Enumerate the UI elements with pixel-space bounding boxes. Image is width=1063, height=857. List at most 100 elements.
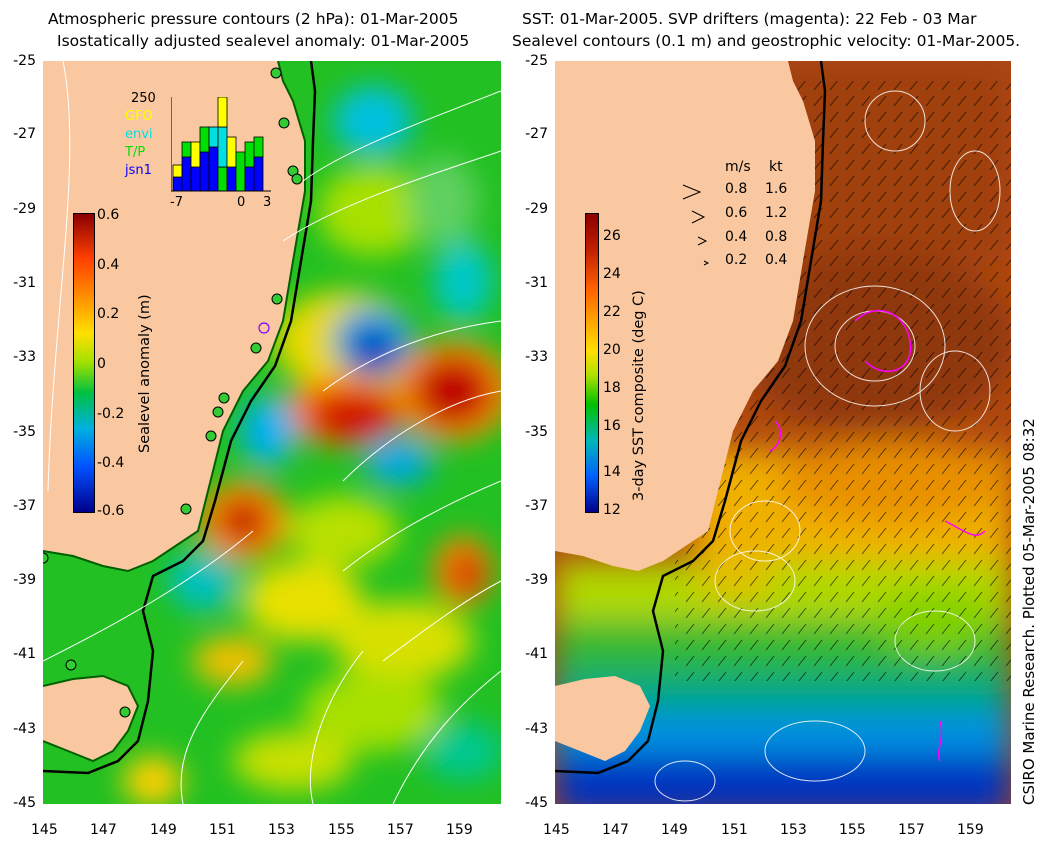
vel-header-ms: m/s: [725, 159, 751, 175]
left-ytick-6: -37: [13, 498, 36, 514]
sst-cb-tick-7: 12: [603, 502, 621, 518]
sst-tasmania-land: [555, 676, 650, 761]
left-xtick-1: 147: [90, 822, 117, 838]
left-ytick-4: -33: [13, 349, 36, 365]
sl-cb-tick-1: 0.4: [97, 257, 120, 273]
sst-shelf-isobath: [555, 61, 827, 775]
vel-row-3-ms: 0.2: [725, 252, 748, 268]
tasmania-coast: [43, 674, 140, 763]
vel-row-3-kt: 0.4: [765, 252, 788, 268]
station-markers: [43, 67, 303, 718]
right-xtick-4: 153: [780, 822, 807, 838]
histogram-ymax: 250: [131, 91, 156, 106]
sst-cb-tick-2: 22: [603, 304, 621, 320]
right-ytick-0: -25: [525, 53, 548, 69]
vel-arrow-glyphs: [682, 184, 710, 266]
anomaly-field: [123, 86, 501, 804]
vel-row-1-ms: 0.6: [725, 205, 748, 221]
sealevel-colorbar: [73, 213, 95, 513]
left-ytick-2: -29: [13, 201, 36, 217]
vel-row-2-kt: 0.8: [765, 229, 788, 245]
altimeter-histogram: 250 GFO envi T/P jsn1 -7 0 3: [123, 91, 273, 211]
left-xtick-3: 151: [209, 822, 236, 838]
sl-cb-tick-4: -0.2: [97, 406, 125, 422]
sealevel-map-svg: [43, 61, 501, 804]
pressure-contours: [43, 61, 501, 804]
left-xtick-0: 145: [31, 822, 58, 838]
sst-colorbar: [585, 213, 599, 513]
drifter-marker: [258, 322, 270, 334]
right-xtick-0: 145: [543, 822, 570, 838]
sl-cb-tick-6: -0.6: [97, 503, 125, 519]
left-ytick-3: -31: [13, 275, 36, 291]
sst-cb-tick-0: 26: [603, 228, 621, 244]
right-ytick-2: -29: [525, 201, 548, 217]
left-ytick-9: -43: [13, 721, 36, 737]
sl-cb-tick-0: 0.6: [97, 207, 120, 223]
right-title-line1: SST: 01-Mar-2005. SVP drifters (magenta)…: [522, 10, 977, 28]
sl-colorbar-label: Sealevel anomaly (m): [137, 294, 153, 453]
right-ytick-1: -27: [525, 126, 548, 142]
sst-cb-tick-3: 20: [603, 342, 621, 358]
left-ytick-8: -41: [13, 646, 36, 662]
velocity-legend: m/s kt 0.8 1.6 0.6 1.2 0.4 0.8 0.2 0.4: [680, 159, 790, 269]
drifter-tracks: [769, 310, 986, 762]
left-xtick-7: 159: [446, 822, 473, 838]
vel-row-0-ms: 0.8: [725, 181, 748, 197]
right-ytick-5: -35: [525, 424, 548, 440]
left-ytick-7: -39: [13, 572, 36, 588]
left-ytick-0: -25: [13, 53, 36, 69]
sst-cb-tick-4: 18: [603, 380, 621, 396]
right-xtick-5: 155: [839, 822, 866, 838]
right-ytick-9: -43: [525, 721, 548, 737]
right-xtick-1: 147: [602, 822, 629, 838]
credit-text: CSIRO Marine Research. Plotted 05-Mar-20…: [1020, 418, 1038, 805]
vel-row-1-kt: 1.2: [765, 205, 788, 221]
sst-cb-tick-1: 24: [603, 266, 621, 282]
left-title-line2: Isostatically adjusted sealevel anomaly:…: [57, 32, 470, 50]
vel-row-0-kt: 1.6: [765, 181, 788, 197]
right-ytick-10: -45: [525, 795, 548, 811]
right-ytick-8: -41: [525, 646, 548, 662]
sst-cb-tick-6: 14: [603, 464, 621, 480]
sealevel-anomaly-map: 250 GFO envi T/P jsn1 -7 0 3 0.6: [43, 61, 501, 804]
sst-map: m/s kt 0.8 1.6 0.6 1.2 0.4 0.8 0.2 0.4 2…: [555, 61, 1011, 804]
left-xtick-4: 153: [268, 822, 295, 838]
legend-jsn1: jsn1: [125, 163, 152, 178]
sst-cb-tick-5: 16: [603, 418, 621, 434]
left-xtick-5: 155: [328, 822, 355, 838]
histogram-xtick-min: -7: [170, 195, 183, 210]
left-ytick-5: -35: [13, 424, 36, 440]
left-title-line1: Atmospheric pressure contours (2 hPa): 0…: [48, 10, 459, 28]
sl-cb-tick-3: 0: [97, 356, 106, 372]
shelf-isobath: [43, 61, 317, 775]
sl-cb-tick-5: -0.4: [97, 455, 125, 471]
histogram-bars: [171, 97, 271, 192]
sst-colorbar-label: 3-day SST composite (deg C): [631, 290, 647, 501]
histogram-xtick-zero: 0: [237, 195, 246, 210]
right-xtick-3: 151: [721, 822, 748, 838]
sl-cb-tick-2: 0.2: [97, 306, 120, 322]
left-xtick-2: 149: [150, 822, 177, 838]
legend-envi: envi: [125, 127, 153, 142]
right-xtick-2: 149: [661, 822, 688, 838]
sst-map-svg: [555, 61, 1011, 804]
right-ytick-6: -37: [525, 498, 548, 514]
histogram-xtick-max: 3: [263, 195, 272, 210]
right-title-line2: Sealevel contours (0.1 m) and geostrophi…: [512, 32, 1021, 50]
sst-australia-land: [555, 61, 815, 571]
left-ytick-1: -27: [13, 126, 36, 142]
legend-gfo: GFO: [125, 109, 153, 124]
right-ytick-3: -31: [525, 275, 548, 291]
coastline: [43, 61, 306, 573]
left-xtick-6: 157: [387, 822, 414, 838]
legend-tp: T/P: [125, 145, 146, 160]
right-ytick-7: -39: [525, 572, 548, 588]
vel-row-2-ms: 0.4: [725, 229, 748, 245]
right-ytick-4: -33: [525, 349, 548, 365]
right-xtick-6: 157: [898, 822, 925, 838]
tasmania-land: [43, 676, 138, 761]
right-xtick-7: 159: [957, 822, 984, 838]
vel-header-kt: kt: [769, 159, 783, 175]
left-ytick-10: -45: [13, 795, 36, 811]
